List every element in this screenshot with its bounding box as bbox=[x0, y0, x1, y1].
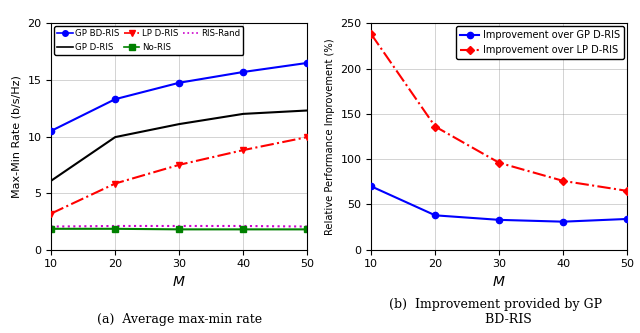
Improvement over LP D-RIS bbox=[559, 179, 567, 183]
Line: Improvement over GP D-RIS: Improvement over GP D-RIS bbox=[368, 183, 630, 225]
Legend: GP BD-RIS, GP D-RIS, LP D-RIS, No-RIS, RIS-Rand: GP BD-RIS, GP D-RIS, LP D-RIS, No-RIS, R… bbox=[54, 26, 243, 55]
Text: (b)  Improvement provided by GP
      BD-RIS: (b) Improvement provided by GP BD-RIS bbox=[389, 298, 603, 326]
Improvement over LP D-RIS bbox=[623, 189, 631, 193]
Improvement over LP D-RIS bbox=[495, 161, 503, 165]
Improvement over LP D-RIS bbox=[431, 125, 439, 129]
Improvement over GP D-RIS bbox=[559, 220, 567, 224]
Line: Improvement over LP D-RIS: Improvement over LP D-RIS bbox=[368, 31, 630, 194]
Improvement over GP D-RIS bbox=[495, 218, 503, 222]
Improvement over LP D-RIS bbox=[367, 32, 375, 36]
Y-axis label: Max-Min Rate (b/s/Hz): Max-Min Rate (b/s/Hz) bbox=[12, 75, 22, 198]
Text: (a)  Average max-min rate: (a) Average max-min rate bbox=[97, 313, 262, 326]
Improvement over GP D-RIS bbox=[431, 213, 439, 217]
X-axis label: $M$: $M$ bbox=[492, 275, 506, 289]
Y-axis label: Relative Performance Improvement (%): Relative Performance Improvement (%) bbox=[324, 38, 335, 235]
X-axis label: $M$: $M$ bbox=[172, 275, 186, 289]
Improvement over GP D-RIS bbox=[367, 184, 375, 188]
Legend: Improvement over GP D-RIS, Improvement over LP D-RIS: Improvement over GP D-RIS, Improvement o… bbox=[456, 26, 624, 59]
Improvement over GP D-RIS bbox=[623, 217, 631, 221]
